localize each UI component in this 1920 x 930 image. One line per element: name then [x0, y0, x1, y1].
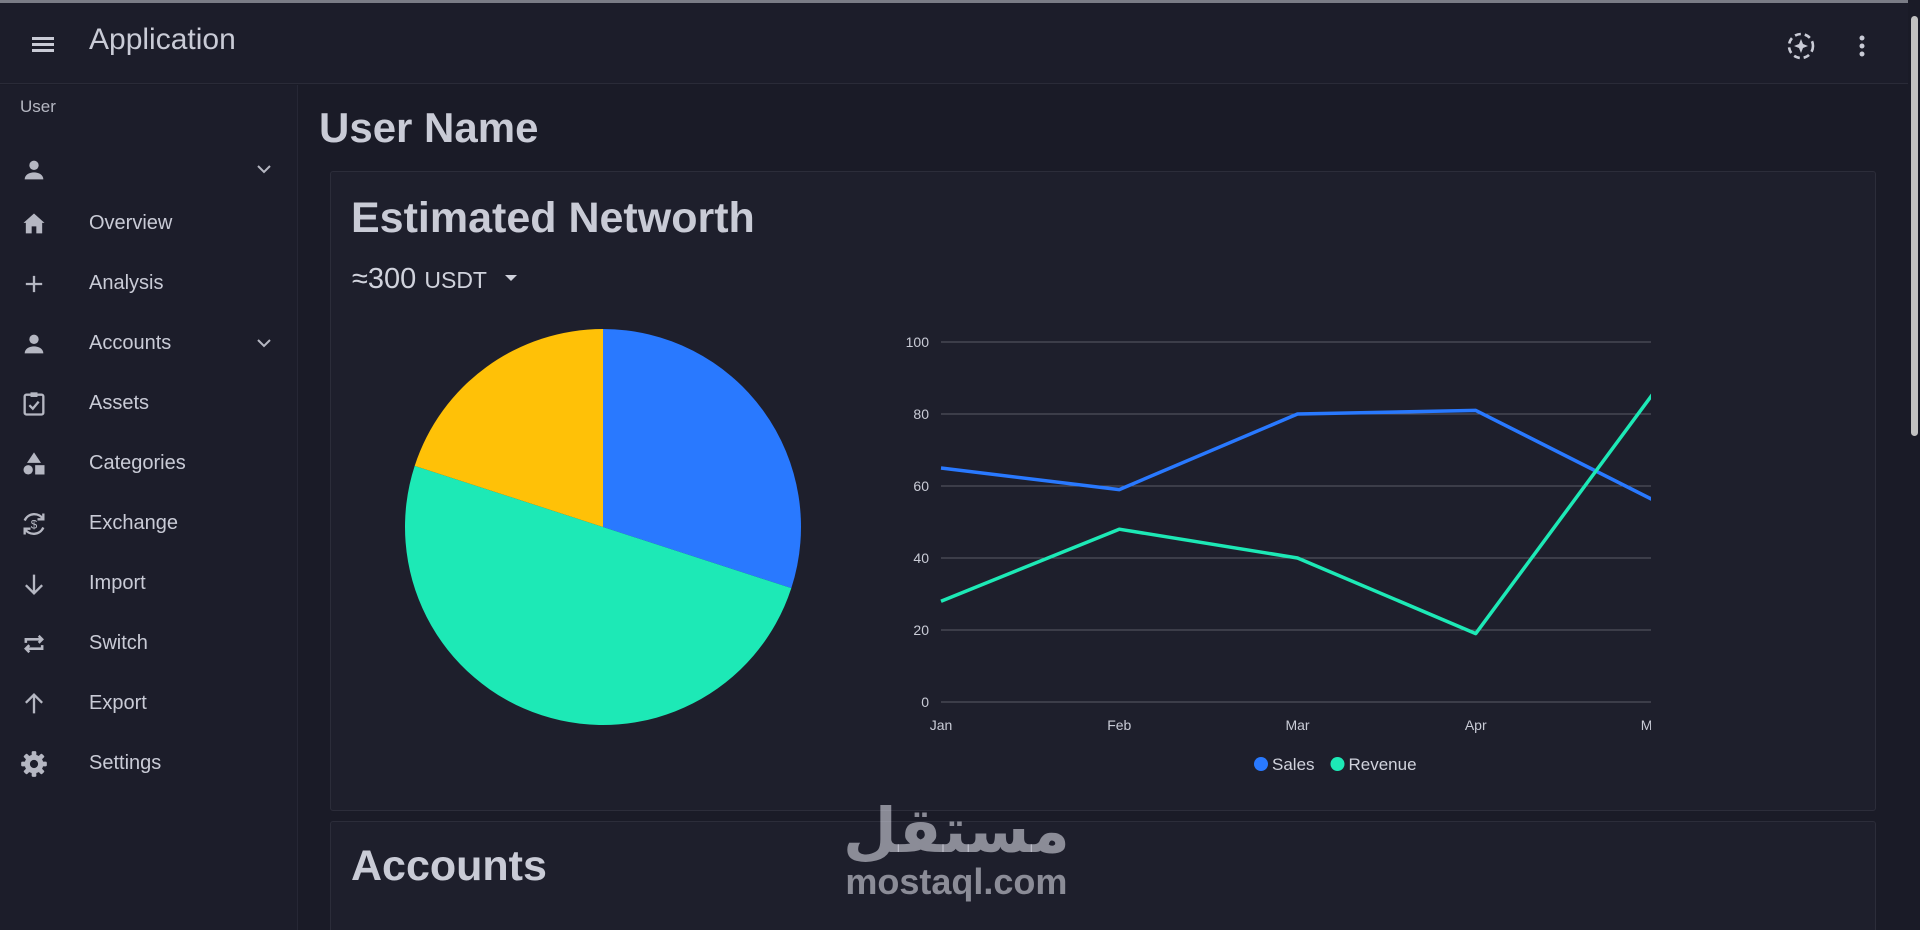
x-tick-label: Jan [930, 717, 953, 733]
window-top-border [0, 0, 1920, 3]
legend-marker [1254, 757, 1268, 771]
sidebar-item-import[interactable]: Import [0, 558, 298, 606]
sidebar-item-analysis[interactable]: Analysis [0, 258, 298, 306]
clipboard-check-icon [20, 390, 48, 418]
arrow-down-icon [20, 570, 48, 598]
arrow-up-icon [20, 690, 48, 718]
networth-currency-dropdown[interactable]: ≈300 USDT [352, 263, 518, 296]
scrollbar[interactable] [1908, 0, 1920, 930]
legend-label[interactable]: Sales [1272, 755, 1315, 774]
sidebar-item-export[interactable]: Export [0, 678, 298, 726]
line-chart: 0 20 40 60 80 100 Jan Feb Mar Apr May Sales Revenue [906, 334, 1651, 774]
legend-marker [1330, 757, 1345, 771]
pie-chart [405, 329, 801, 725]
gear-icon [20, 750, 48, 778]
x-tick-label: Apr [1465, 717, 1487, 733]
sidebar-item-label: Switch [89, 632, 148, 654]
watermark-latin: mostaql.com [845, 861, 1068, 902]
sidebar-item-label: Export [89, 692, 147, 714]
accounts-card: Accounts [330, 821, 1876, 930]
sidebar-item-label: Assets [89, 392, 150, 414]
sidebar-item-label: Import [89, 572, 146, 594]
sidebar-item-assets[interactable]: Assets [0, 378, 298, 426]
x-tick-label: Mar [1285, 717, 1309, 733]
sidebar-item-categories[interactable]: Categories [0, 438, 298, 486]
plus-icon [20, 270, 48, 298]
y-tick-label: 40 [913, 550, 929, 566]
menu-icon[interactable] [26, 29, 62, 59]
y-tick-label: 100 [906, 334, 930, 350]
watermark: مستقل mostaql.com [843, 800, 1070, 902]
y-tick-label: 80 [913, 406, 929, 422]
scrollbar-thumb[interactable] [1911, 16, 1918, 436]
sidebar-item-label: Analysis [89, 272, 164, 294]
card-title: Accounts [351, 842, 547, 890]
sidebar-item-label: Categories [89, 452, 186, 474]
series-line-sales [940, 408, 1651, 501]
sidebar-item-accounts[interactable]: Accounts [0, 318, 298, 366]
app-bar: Application [0, 3, 1908, 84]
person-icon [20, 156, 48, 184]
person-icon [20, 330, 48, 358]
networth-card: Estimated Networth ≈300 USDT 0 20 40 60 80 10… [330, 171, 1876, 811]
home-icon [20, 210, 48, 238]
pie-slice-0[interactable] [603, 329, 801, 589]
sidebar-section-label: User [20, 97, 56, 116]
y-tick-label: 0 [921, 694, 929, 710]
sidebar-item-label: Overview [89, 212, 173, 234]
networth-amount: ≈300 [352, 263, 417, 295]
page-title: User Name [319, 104, 539, 151]
pie-slice-2[interactable] [414, 329, 603, 527]
card-title: Estimated Networth [351, 194, 755, 242]
app-title: Application [89, 23, 236, 56]
x-tick-label: May [1641, 717, 1651, 733]
sidebar-item-label: Settings [89, 752, 162, 774]
currency-exchange-icon: $ [20, 510, 48, 538]
chevron-down-icon [254, 333, 274, 353]
legend-label[interactable]: Revenue [1349, 755, 1417, 774]
sidebar-item-switch[interactable]: Switch [0, 618, 298, 666]
y-tick-label: 20 [913, 622, 929, 638]
main-content: User Name Estimated Networth ≈300 USDT 0… [299, 85, 1908, 930]
x-tick-label: Feb [1107, 717, 1131, 733]
repeat-icon [20, 630, 48, 658]
sidebar-item-user[interactable] [0, 144, 298, 192]
sidebar-item-label: Accounts [89, 332, 172, 354]
series-line-revenue [940, 393, 1651, 636]
shapes-icon [20, 450, 48, 478]
sidebar-item-exchange[interactable]: $ Exchange [0, 498, 298, 546]
pie-slice-1[interactable] [405, 465, 792, 725]
sidebar-item-overview[interactable]: Overview [0, 198, 298, 246]
caret-down-icon [505, 275, 518, 281]
sidebar-item-label: Exchange [89, 512, 178, 534]
y-tick-label: 60 [913, 478, 929, 494]
watermark-arabic: مستقل [843, 794, 1070, 867]
theme-toggle-icon[interactable] [1781, 26, 1821, 66]
chevron-down-icon [254, 159, 274, 179]
svg-text:$: $ [31, 519, 38, 532]
more-vert-icon[interactable] [1842, 26, 1882, 66]
sidebar-item-settings[interactable]: Settings [0, 738, 298, 786]
networth-currency: USDT [424, 267, 487, 293]
sidebar: User Overview Analysis Accounts [0, 85, 298, 930]
